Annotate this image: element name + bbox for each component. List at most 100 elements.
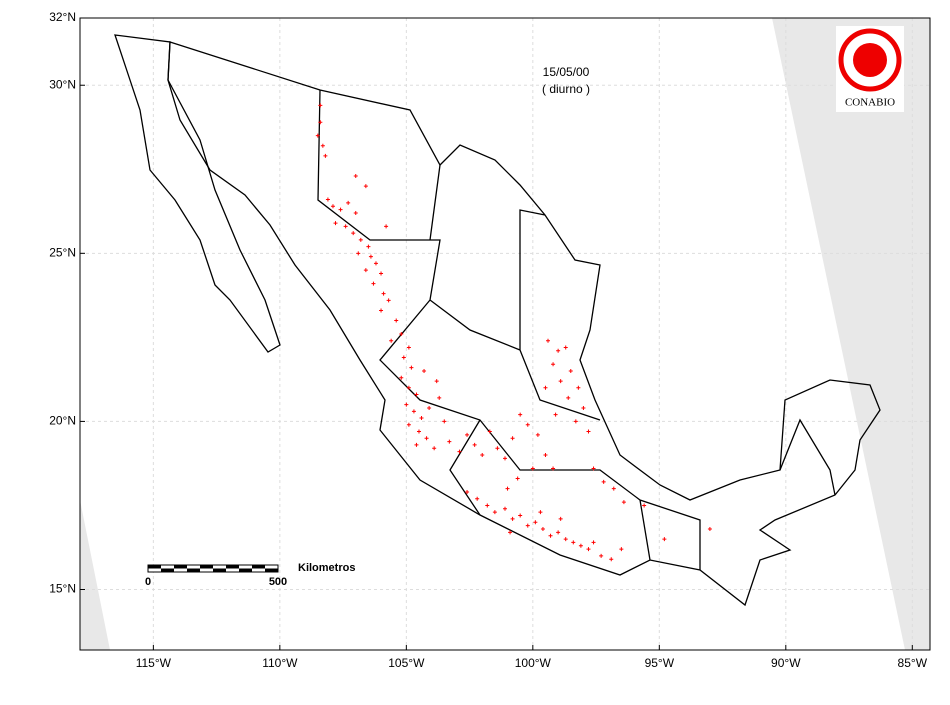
hotspot (551, 362, 556, 367)
hotspot (581, 405, 586, 410)
y-tick-label: 15°N (49, 582, 76, 596)
hotspot (368, 254, 373, 259)
hotspot (411, 409, 416, 414)
x-tick-label: 105°W (388, 656, 425, 670)
x-tick-label: 90°W (771, 656, 801, 670)
hotspot (330, 204, 335, 209)
hotspot (642, 503, 647, 508)
y-tick-label: 20°N (49, 414, 76, 428)
hotspot (323, 153, 328, 158)
hotspot (609, 557, 614, 562)
hotspot (333, 221, 338, 226)
hotspot (503, 456, 507, 461)
scale-bar: 0 500 Kilometros (145, 562, 356, 588)
logo-emblem (853, 43, 887, 77)
hotspot (518, 513, 523, 518)
hotspot (379, 271, 384, 276)
hotspot (325, 197, 330, 202)
hotspot (457, 449, 462, 454)
hotspot (707, 526, 712, 531)
hotspot (503, 506, 507, 511)
hotspots (315, 103, 712, 562)
hotspot (465, 432, 470, 437)
period: ( diurno ) (542, 82, 590, 96)
hotspot (389, 338, 394, 343)
scale-start: 0 (145, 576, 151, 588)
hotspot (381, 291, 386, 296)
hotspot (414, 392, 419, 397)
hotspot (343, 224, 348, 229)
hotspot (551, 466, 556, 471)
hotspot (591, 540, 596, 545)
hotspot (406, 422, 411, 427)
hotspot (525, 523, 530, 528)
state-lines (317, 89, 836, 570)
hotspot (363, 184, 368, 189)
hotspot (419, 416, 424, 421)
hotspot (318, 103, 323, 108)
hotspot (558, 379, 563, 384)
hotspot (404, 402, 409, 407)
hotspot (371, 281, 376, 286)
y-tick-label: 25°N (49, 245, 76, 259)
no-coverage (80, 500, 110, 650)
hotspot (492, 510, 497, 515)
hotspot (611, 486, 616, 491)
hotspot (338, 207, 343, 212)
hotspot (318, 120, 323, 125)
x-tick-label: 100°W (515, 656, 552, 670)
hotspot (556, 530, 561, 535)
hotspot (373, 261, 378, 266)
hotspot (533, 520, 538, 525)
scale-bar-ticks (148, 565, 278, 572)
mainland (167, 41, 881, 607)
hotspot (442, 419, 447, 424)
logo-text: CONABIO (845, 97, 895, 109)
hotspot (406, 345, 411, 350)
hotspot (553, 412, 558, 417)
logo-circle (838, 28, 902, 92)
axes-frame (79, 17, 931, 651)
hotspot (401, 355, 406, 360)
hotspot (363, 268, 368, 273)
hotspot (320, 143, 325, 148)
hotspot (540, 526, 545, 531)
hotspot (358, 237, 363, 242)
hotspot (366, 244, 371, 249)
hotspot (662, 537, 667, 542)
hotspot (543, 453, 548, 458)
hotspot (568, 368, 573, 373)
y-tick-label: 30°N (49, 77, 76, 91)
hotspot (495, 446, 500, 451)
hotspot (406, 385, 411, 390)
x-tick-label: 110°W (262, 656, 298, 670)
hotspot (578, 543, 583, 548)
hotspot (399, 375, 404, 380)
hotspot (437, 395, 442, 400)
hotspot (475, 496, 480, 501)
hotspot (351, 231, 356, 236)
hotspot (379, 308, 384, 313)
hotspot (586, 547, 591, 552)
hotspot (424, 436, 429, 441)
hotspot (427, 405, 432, 410)
hotspot (515, 476, 520, 481)
hotspot (505, 486, 510, 491)
hotspot (508, 530, 513, 535)
hotspot (601, 479, 606, 484)
hotspot (472, 442, 477, 447)
logo: CONABIO (836, 26, 904, 112)
hotspot (591, 466, 596, 471)
hotspot (422, 368, 427, 373)
hotspot (414, 442, 419, 447)
hotspot (556, 348, 561, 353)
hotspot (563, 537, 568, 542)
hotspot (621, 500, 626, 505)
hotspot (576, 385, 581, 390)
hotspot (558, 516, 563, 521)
hotspot (353, 174, 358, 178)
hotspot (356, 251, 361, 256)
hotspot (599, 553, 604, 558)
no-coverage (772, 18, 930, 650)
